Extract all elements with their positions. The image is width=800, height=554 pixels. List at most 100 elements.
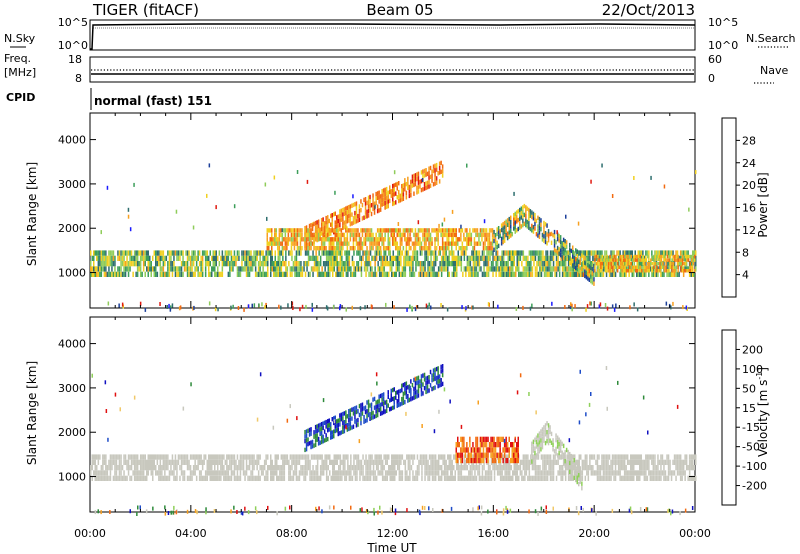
data-cell bbox=[656, 261, 658, 266]
data-cell bbox=[395, 237, 397, 242]
data-cell bbox=[433, 261, 435, 267]
data-cell bbox=[469, 266, 472, 272]
data-cell bbox=[141, 459, 143, 465]
data-cell bbox=[642, 269, 645, 273]
data-cell bbox=[575, 265, 577, 271]
noise-cell bbox=[334, 190, 336, 195]
data-cell bbox=[520, 215, 523, 220]
data-cell bbox=[236, 475, 239, 481]
data-cell bbox=[543, 229, 545, 235]
data-cell bbox=[236, 255, 239, 261]
data-cell bbox=[399, 402, 402, 407]
data-cell bbox=[328, 418, 330, 423]
data-cell bbox=[334, 246, 336, 251]
data-cell bbox=[320, 430, 323, 436]
data-cell bbox=[401, 192, 403, 198]
data-cell bbox=[691, 269, 693, 273]
data-cell bbox=[100, 255, 103, 261]
data-cell bbox=[358, 208, 361, 214]
data-cell bbox=[325, 437, 327, 442]
data-cell bbox=[595, 470, 597, 476]
data-cell bbox=[494, 237, 497, 242]
noise-cell bbox=[291, 301, 294, 306]
data-cell bbox=[337, 218, 339, 224]
data-cell bbox=[447, 470, 449, 476]
data-cell bbox=[601, 265, 604, 269]
data-cell bbox=[381, 465, 384, 471]
data-cell bbox=[571, 271, 573, 277]
data-cell bbox=[401, 475, 404, 481]
data-cell bbox=[316, 233, 318, 238]
data-cell bbox=[519, 212, 521, 217]
data-cell bbox=[548, 454, 550, 460]
data-cell bbox=[473, 241, 476, 246]
data-cell bbox=[317, 427, 320, 433]
data-cell bbox=[673, 459, 676, 465]
data-cell bbox=[551, 465, 553, 471]
data-cell bbox=[454, 266, 456, 272]
data-cell bbox=[262, 261, 264, 267]
data-cell bbox=[288, 261, 290, 267]
data-cell bbox=[342, 221, 344, 226]
data-cell bbox=[164, 465, 166, 471]
data-cell bbox=[458, 246, 460, 251]
data-cell bbox=[675, 454, 677, 460]
data-cell bbox=[443, 228, 445, 233]
data-cell bbox=[188, 250, 190, 256]
data-cell bbox=[469, 261, 472, 267]
data-cell bbox=[451, 255, 453, 261]
noise-cell bbox=[515, 307, 518, 311]
data-cell bbox=[347, 470, 349, 476]
data-cell bbox=[424, 266, 426, 272]
data-cell bbox=[269, 241, 271, 246]
data-cell bbox=[631, 271, 633, 277]
data-cell bbox=[108, 266, 110, 272]
data-cell bbox=[676, 271, 679, 277]
data-cell bbox=[345, 261, 348, 267]
data-cell bbox=[639, 261, 641, 267]
data-cell bbox=[389, 241, 391, 246]
data-cell bbox=[173, 266, 175, 272]
noise-cell bbox=[438, 223, 440, 228]
data-cell bbox=[389, 255, 391, 261]
data-cell bbox=[658, 470, 661, 476]
data-cell bbox=[351, 271, 354, 277]
data-cell bbox=[401, 401, 403, 406]
data-cell bbox=[520, 224, 523, 229]
data-cell bbox=[224, 255, 227, 261]
data-cell bbox=[268, 465, 270, 471]
data-cell bbox=[319, 228, 321, 233]
data-cell bbox=[593, 277, 595, 282]
data-cell bbox=[524, 459, 526, 465]
data-cell bbox=[407, 394, 409, 399]
data-cell bbox=[211, 271, 213, 277]
data-cell bbox=[688, 271, 691, 277]
data-cell bbox=[687, 266, 689, 272]
data-cell bbox=[215, 475, 217, 481]
data-cell bbox=[657, 271, 659, 277]
data-cell bbox=[440, 470, 443, 476]
data-cell bbox=[421, 271, 423, 277]
data-cell bbox=[687, 258, 690, 262]
data-cell bbox=[266, 237, 268, 242]
noise-cell bbox=[168, 303, 170, 308]
data-cell bbox=[256, 271, 258, 277]
data-cell bbox=[567, 266, 570, 272]
data-cell bbox=[549, 465, 552, 471]
data-cell bbox=[381, 401, 383, 407]
data-cell bbox=[360, 237, 362, 242]
data-cell bbox=[344, 465, 346, 471]
data-cell bbox=[342, 216, 344, 222]
data-cell bbox=[404, 459, 407, 465]
data-cell bbox=[271, 266, 273, 272]
data-cell bbox=[429, 232, 432, 238]
data-cell bbox=[337, 228, 339, 233]
data-cell bbox=[429, 183, 432, 188]
data-cell bbox=[409, 465, 411, 471]
data-cell bbox=[410, 266, 413, 272]
data-cell bbox=[388, 454, 390, 460]
data-cell bbox=[294, 470, 296, 476]
data-cell bbox=[642, 261, 645, 266]
data-cell bbox=[324, 271, 326, 277]
data-cell bbox=[323, 234, 326, 239]
